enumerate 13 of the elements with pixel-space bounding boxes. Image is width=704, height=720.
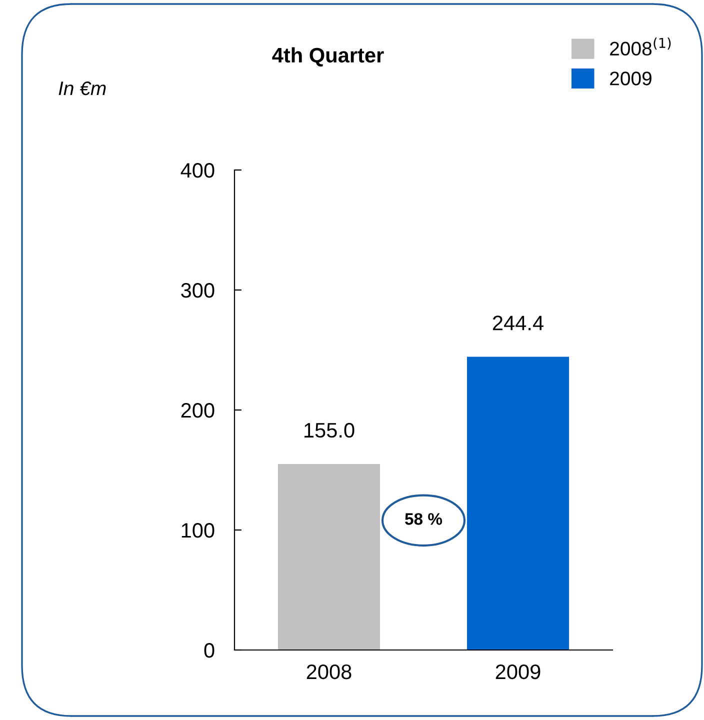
y-tick-label: 300	[181, 283, 214, 298]
y-tick-label: 400	[180, 163, 214, 178]
data-label: 244.4	[492, 316, 544, 330]
annotation: 58 %	[405, 513, 442, 525]
x-tick-label: 2008	[306, 664, 352, 680]
y-tick-label: 200	[181, 403, 214, 418]
data-label: 155.0	[304, 422, 354, 438]
chart-title: 4th Quarter	[272, 47, 384, 66]
y-tick-label: 0	[204, 643, 214, 658]
text: In €m	[58, 81, 106, 96]
y-tick-label: 100	[182, 523, 214, 538]
legend-label: 2009	[610, 72, 652, 86]
legend-label: 2008$^{(1)}$	[610, 38, 671, 56]
